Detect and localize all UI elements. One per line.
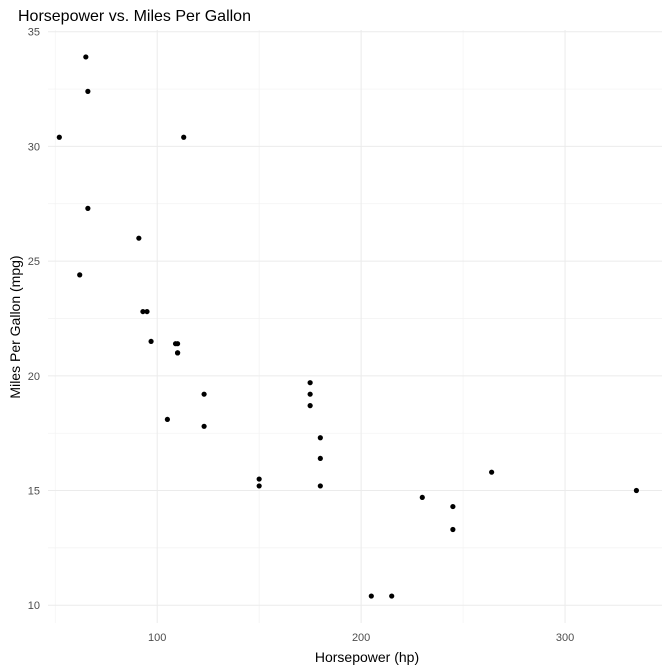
y-axis-ticks: 10 15 20 25 30 35	[28, 27, 40, 613]
y-tick-label: 35	[28, 27, 40, 39]
y-tick-label: 30	[28, 141, 40, 153]
y-tick-label: 20	[28, 371, 40, 383]
data-point	[148, 338, 154, 345]
data-point	[307, 391, 313, 397]
data-point	[140, 308, 146, 315]
data-point	[56, 134, 62, 140]
data-point	[83, 54, 89, 60]
data-point	[307, 403, 313, 409]
x-axis-title: Horsepower (hp)	[315, 649, 419, 665]
data-point	[172, 341, 179, 347]
data-point	[144, 308, 150, 315]
data-point	[85, 88, 91, 94]
y-tick-label: 15	[28, 486, 40, 498]
x-tick-label: 300	[556, 632, 574, 644]
x-tick-label: 200	[352, 632, 370, 644]
x-tick-label: 100	[148, 632, 166, 644]
data-point	[450, 526, 456, 533]
x-axis-ticks: 100 200 300	[148, 632, 574, 644]
data-point	[450, 503, 456, 510]
data-point	[256, 483, 262, 489]
chart-title: Horsepower vs. Miles Per Gallon	[18, 8, 251, 25]
data-point	[174, 350, 181, 356]
data-point	[85, 205, 91, 211]
data-point	[201, 391, 207, 397]
y-tick-label: 10	[28, 600, 40, 612]
data-point	[489, 469, 495, 475]
data-point	[307, 380, 313, 386]
data-points	[56, 54, 640, 599]
data-point	[256, 476, 262, 482]
y-axis-title: Miles Per Gallon (mpg)	[7, 255, 23, 398]
data-point	[419, 494, 425, 501]
data-point	[201, 423, 207, 429]
data-point	[389, 593, 395, 599]
data-point	[317, 483, 323, 489]
data-point	[368, 593, 374, 599]
data-point	[181, 134, 187, 140]
data-point	[317, 455, 323, 462]
data-point	[317, 435, 323, 441]
data-point	[633, 487, 640, 494]
data-point	[136, 235, 142, 241]
data-point	[77, 272, 83, 278]
y-tick-label: 25	[28, 256, 40, 268]
data-point	[164, 416, 170, 423]
grid-lines	[48, 30, 662, 623]
